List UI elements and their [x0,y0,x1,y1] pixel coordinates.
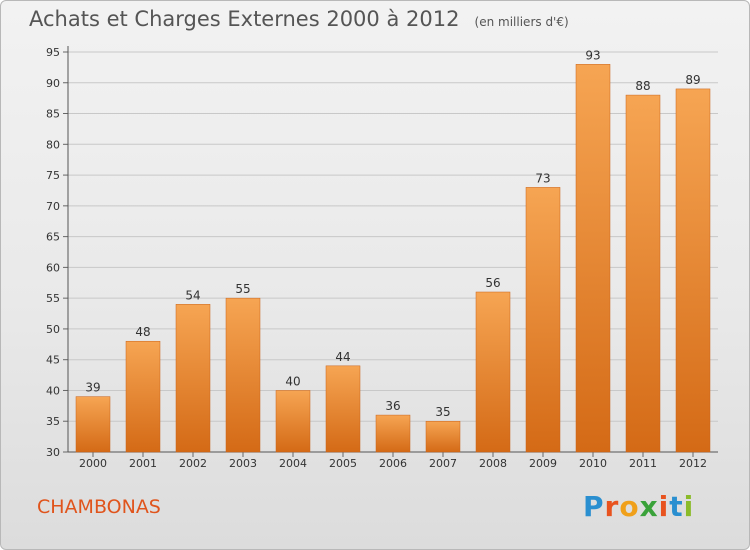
x-tick-label: 2006 [379,457,407,470]
y-tick-label: 60 [46,261,60,274]
logo-letter: r [604,490,620,523]
y-tick-label: 65 [46,231,60,244]
data-label: 56 [485,276,500,290]
data-label: 39 [85,381,100,395]
logo-letter: o [619,490,640,523]
grid-lines [68,51,718,422]
y-tick-label: 90 [46,77,60,90]
bar [525,187,561,453]
axes [63,46,718,457]
chart-title: Achats et Charges Externes 2000 à 2012 (… [29,7,569,31]
y-tick-label: 80 [46,138,60,151]
bar [375,414,411,453]
y-tick-label: 45 [46,354,60,367]
y-tick-label: 95 [46,46,60,59]
logo-letter: i [658,490,670,523]
y-tick-label: 30 [46,446,60,459]
logo-letter: P [583,490,605,523]
commune-name: CHAMBONAS [37,496,161,518]
x-tick-label: 2004 [279,457,307,470]
labels: 30 35 40 45 50 55 60 65 70 75 80 85 90 95 39 2000 48 2001… [46,46,707,470]
data-label: 36 [385,399,400,413]
chart-title-unit: (en milliers d'€) [474,15,569,29]
bars [75,64,711,453]
data-label: 40 [285,374,300,388]
y-tick-label: 55 [46,292,60,305]
y-tick-label: 85 [46,108,60,121]
data-label: 55 [235,282,250,296]
y-tick-label: 35 [46,415,60,428]
bar [325,365,361,453]
bar [675,88,711,453]
data-label: 93 [585,48,600,62]
data-label: 35 [435,405,450,419]
bar [75,396,111,453]
x-tick-label: 2012 [679,457,707,470]
x-tick-label: 2009 [529,457,557,470]
bar [175,304,211,453]
proxiti-logo: Proxiti [583,490,694,523]
y-tick-label: 50 [46,323,60,336]
bar [425,420,461,453]
x-tick-label: 2001 [129,457,157,470]
x-tick-label: 2000 [79,457,107,470]
data-label: 44 [335,350,350,364]
y-tick-label: 75 [46,169,60,182]
x-tick-label: 2007 [429,457,457,470]
x-tick-label: 2011 [629,457,657,470]
x-tick-label: 2005 [329,457,357,470]
data-label: 88 [635,79,650,93]
bar [625,94,661,453]
y-tick-label: 40 [46,384,60,397]
x-tick-label: 2003 [229,457,257,470]
logo-letter: i [683,490,695,523]
bar [575,64,611,453]
x-tick-label: 2008 [479,457,507,470]
bar [275,390,311,453]
y-tick-label: 70 [46,200,60,213]
logo-letter: x [639,490,659,523]
data-label: 73 [535,171,550,185]
bar [125,340,161,453]
bar [475,291,511,453]
data-label: 48 [135,325,150,339]
bar [225,297,261,453]
x-tick-label: 2010 [579,457,607,470]
logo-letter: t [669,490,684,523]
data-label: 54 [185,288,200,302]
x-tick-label: 2002 [179,457,207,470]
data-label: 89 [685,73,700,87]
chart-title-main: Achats et Charges Externes 2000 à 2012 [29,7,460,31]
